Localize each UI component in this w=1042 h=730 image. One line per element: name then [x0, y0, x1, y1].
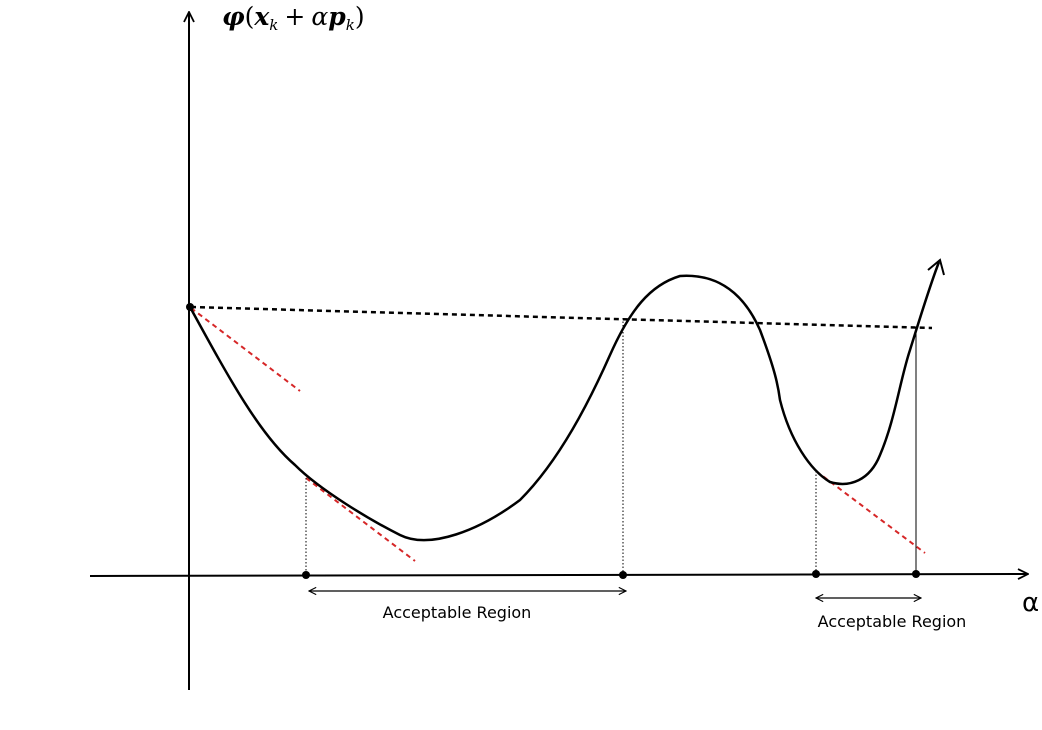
x-axis: [89, 574, 1028, 576]
tangent-line-2: [815, 470, 926, 554]
start-point: [186, 303, 194, 311]
initial-slope-line: [190, 307, 301, 392]
objective-curve: [188, 261, 941, 542]
x-axis-label: α: [1022, 588, 1039, 618]
axis-point-1: [302, 571, 310, 579]
y-label-sub-k1: k: [269, 16, 278, 34]
y-label-x: x: [253, 2, 270, 31]
axis-point-2: [619, 571, 627, 579]
axis-point-4: [912, 570, 920, 578]
axis-point-3: [812, 570, 820, 578]
region-2-label: Acceptable Region: [818, 612, 967, 631]
region-1-label: Acceptable Region: [383, 603, 532, 622]
y-axis-label: φ(xk + αpk): [222, 2, 365, 34]
y-label-close-paren: ): [355, 2, 365, 31]
y-label-phi: φ: [222, 2, 245, 31]
y-label-alpha: α: [311, 2, 328, 31]
y-label-plus: +: [284, 2, 305, 31]
tangent-line-1: [305, 477, 416, 562]
y-label-sub-k2: k: [346, 16, 355, 34]
sufficient-decrease-line: [190, 305, 933, 330]
y-label-open-paren: (: [245, 2, 255, 31]
curve-end-arrowhead: [927, 258, 945, 276]
y-label-p: p: [328, 2, 346, 31]
